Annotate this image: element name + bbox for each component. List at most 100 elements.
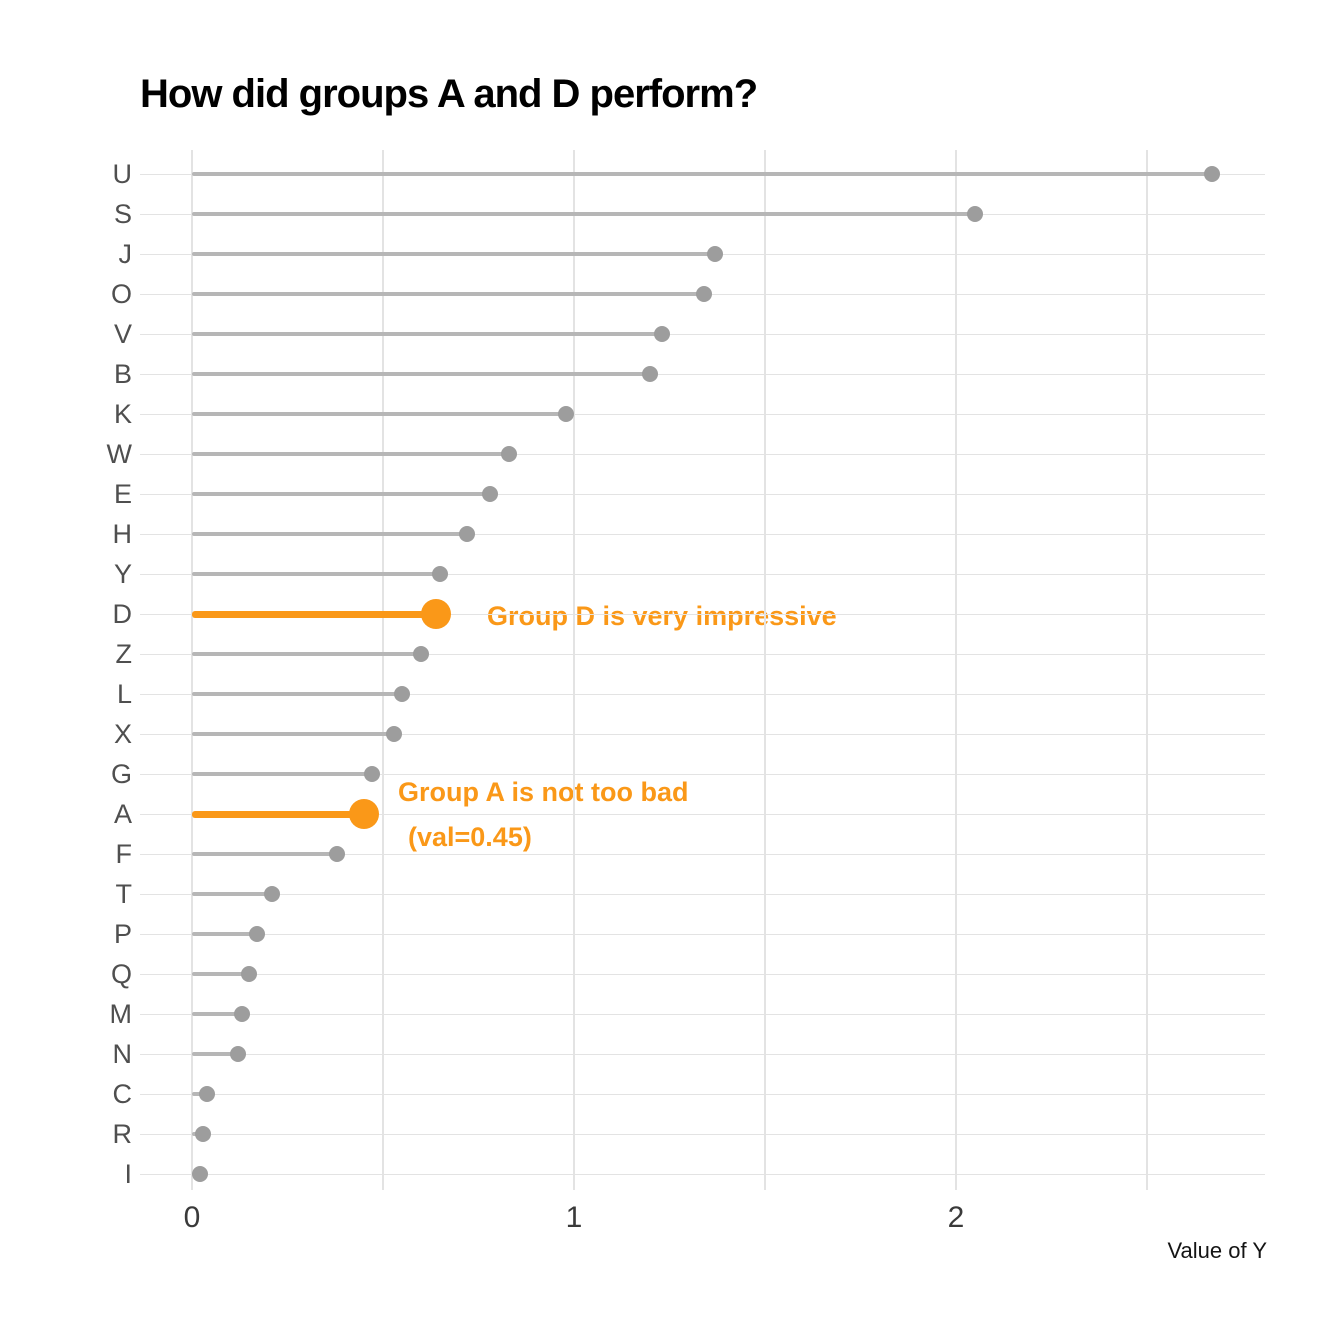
lollipop-stem-u bbox=[192, 172, 1212, 176]
y-axis-label-g: G bbox=[110, 759, 132, 789]
y-axis-label-c: C bbox=[112, 1079, 133, 1109]
y-axis-label-h: H bbox=[112, 519, 133, 549]
lollipop-dot-c bbox=[199, 1086, 216, 1102]
vertical-gridline bbox=[955, 150, 957, 1190]
lollipop-dot-o bbox=[695, 286, 712, 302]
lollipop-dot-s bbox=[967, 206, 984, 222]
annotation-group-a-text: Group A is not too bad bbox=[398, 777, 689, 807]
lollipop-stem-v bbox=[192, 332, 662, 336]
lollipop-stem-p bbox=[192, 932, 257, 936]
horizontal-gridline bbox=[140, 894, 1265, 895]
horizontal-gridline bbox=[140, 814, 1265, 815]
annotation-group-a: Group A is not too bad (val=0.45) bbox=[398, 770, 688, 860]
horizontal-gridline bbox=[140, 574, 1265, 575]
annotation-group-d: Group D is very impressive bbox=[487, 594, 837, 639]
lollipop-stem-m bbox=[192, 1012, 242, 1016]
lollipop-dot-v bbox=[653, 326, 670, 342]
lollipop-stem-l bbox=[192, 692, 403, 696]
x-axis-tick-2: 2 bbox=[947, 1201, 965, 1234]
lollipop-dot-x bbox=[386, 726, 403, 742]
lollipop-stem-e bbox=[192, 492, 490, 496]
y-axis-label-z: Z bbox=[115, 639, 133, 669]
lollipop-dot-n bbox=[229, 1046, 246, 1062]
lollipop-dot-k bbox=[558, 406, 575, 422]
y-axis-label-t: T bbox=[115, 879, 133, 909]
horizontal-gridline bbox=[140, 1014, 1265, 1015]
lollipop-stem-d bbox=[192, 610, 437, 618]
lollipop-dot-h bbox=[459, 526, 476, 542]
y-axis-label-b: B bbox=[113, 359, 132, 389]
lollipop-stem-z bbox=[192, 652, 422, 656]
lollipop-stem-x bbox=[192, 732, 395, 736]
lollipop-stem-o bbox=[192, 292, 704, 296]
annotation-group-a-value: (val=0.45) bbox=[408, 822, 532, 852]
y-axis-label-y: Y bbox=[113, 559, 132, 589]
lollipop-stem-w bbox=[192, 452, 510, 456]
x-axis-tick-1: 1 bbox=[565, 1201, 583, 1234]
lollipop-dot-w bbox=[501, 446, 518, 462]
lollipop-stem-j bbox=[192, 252, 716, 256]
x-axis-tick-0: 0 bbox=[183, 1201, 201, 1234]
horizontal-gridline bbox=[140, 494, 1265, 495]
vertical-gridline bbox=[764, 150, 766, 1190]
horizontal-gridline bbox=[140, 454, 1265, 455]
y-axis-label-u: U bbox=[112, 159, 133, 189]
lollipop-dot-m bbox=[233, 1006, 250, 1022]
lollipop-dot-d bbox=[421, 599, 452, 629]
lollipop-stem-n bbox=[192, 1052, 238, 1056]
lollipop-stem-k bbox=[192, 412, 567, 416]
vertical-gridline bbox=[1146, 150, 1148, 1190]
horizontal-gridline bbox=[140, 374, 1265, 375]
lollipop-stem-y bbox=[192, 572, 441, 576]
y-axis-label-e: E bbox=[113, 479, 132, 509]
horizontal-gridline bbox=[140, 654, 1265, 655]
horizontal-gridline bbox=[140, 414, 1265, 415]
y-axis-label-r: R bbox=[112, 1119, 133, 1149]
lollipop-dot-l bbox=[394, 686, 411, 702]
y-axis-label-d: D bbox=[112, 599, 133, 629]
y-axis-label-l: L bbox=[116, 679, 132, 709]
annotation-group-d-text: Group D is very impressive bbox=[487, 601, 837, 631]
lollipop-dot-g bbox=[363, 766, 380, 782]
y-axis-label-f: F bbox=[115, 839, 133, 869]
y-axis-label-v: V bbox=[113, 319, 132, 349]
horizontal-gridline bbox=[140, 334, 1265, 335]
lollipop-dot-p bbox=[248, 926, 265, 942]
lollipop-dot-y bbox=[432, 566, 449, 582]
lollipop-dot-i bbox=[191, 1166, 208, 1182]
lollipop-dot-r bbox=[195, 1126, 212, 1142]
y-axis-label-n: N bbox=[112, 1039, 133, 1069]
horizontal-gridline bbox=[140, 1174, 1265, 1175]
lollipop-dot-q bbox=[241, 966, 258, 982]
horizontal-gridline bbox=[140, 1094, 1265, 1095]
horizontal-gridline bbox=[140, 1134, 1265, 1135]
vertical-gridline bbox=[382, 150, 384, 1190]
chart-title: How did groups A and D perform? bbox=[140, 72, 758, 116]
y-axis-label-m: M bbox=[109, 999, 133, 1029]
lollipop-stem-g bbox=[192, 772, 372, 776]
y-axis-label-s: S bbox=[113, 199, 132, 229]
horizontal-gridline bbox=[140, 854, 1265, 855]
y-axis-label-w: W bbox=[106, 439, 132, 469]
horizontal-gridline bbox=[140, 614, 1265, 615]
lollipop-dot-j bbox=[707, 246, 724, 262]
lollipop-stem-h bbox=[192, 532, 468, 536]
horizontal-gridline bbox=[140, 974, 1265, 975]
y-axis-label-o: O bbox=[110, 279, 132, 309]
horizontal-gridline bbox=[140, 774, 1265, 775]
lollipop-stem-f bbox=[192, 852, 338, 856]
y-axis-label-i: I bbox=[124, 1159, 132, 1189]
horizontal-gridline bbox=[140, 694, 1265, 695]
horizontal-gridline bbox=[140, 734, 1265, 735]
horizontal-gridline bbox=[140, 1054, 1265, 1055]
vertical-gridline bbox=[573, 150, 575, 1190]
lollipop-dot-u bbox=[1203, 166, 1220, 182]
y-axis-label-x: X bbox=[113, 719, 132, 749]
lollipop-dot-a bbox=[348, 799, 379, 829]
horizontal-gridline bbox=[140, 934, 1265, 935]
y-axis-label-p: P bbox=[113, 919, 132, 949]
lollipop-dot-b bbox=[642, 366, 659, 382]
lollipop-stem-s bbox=[192, 212, 976, 216]
y-axis-label-a: A bbox=[113, 799, 132, 829]
